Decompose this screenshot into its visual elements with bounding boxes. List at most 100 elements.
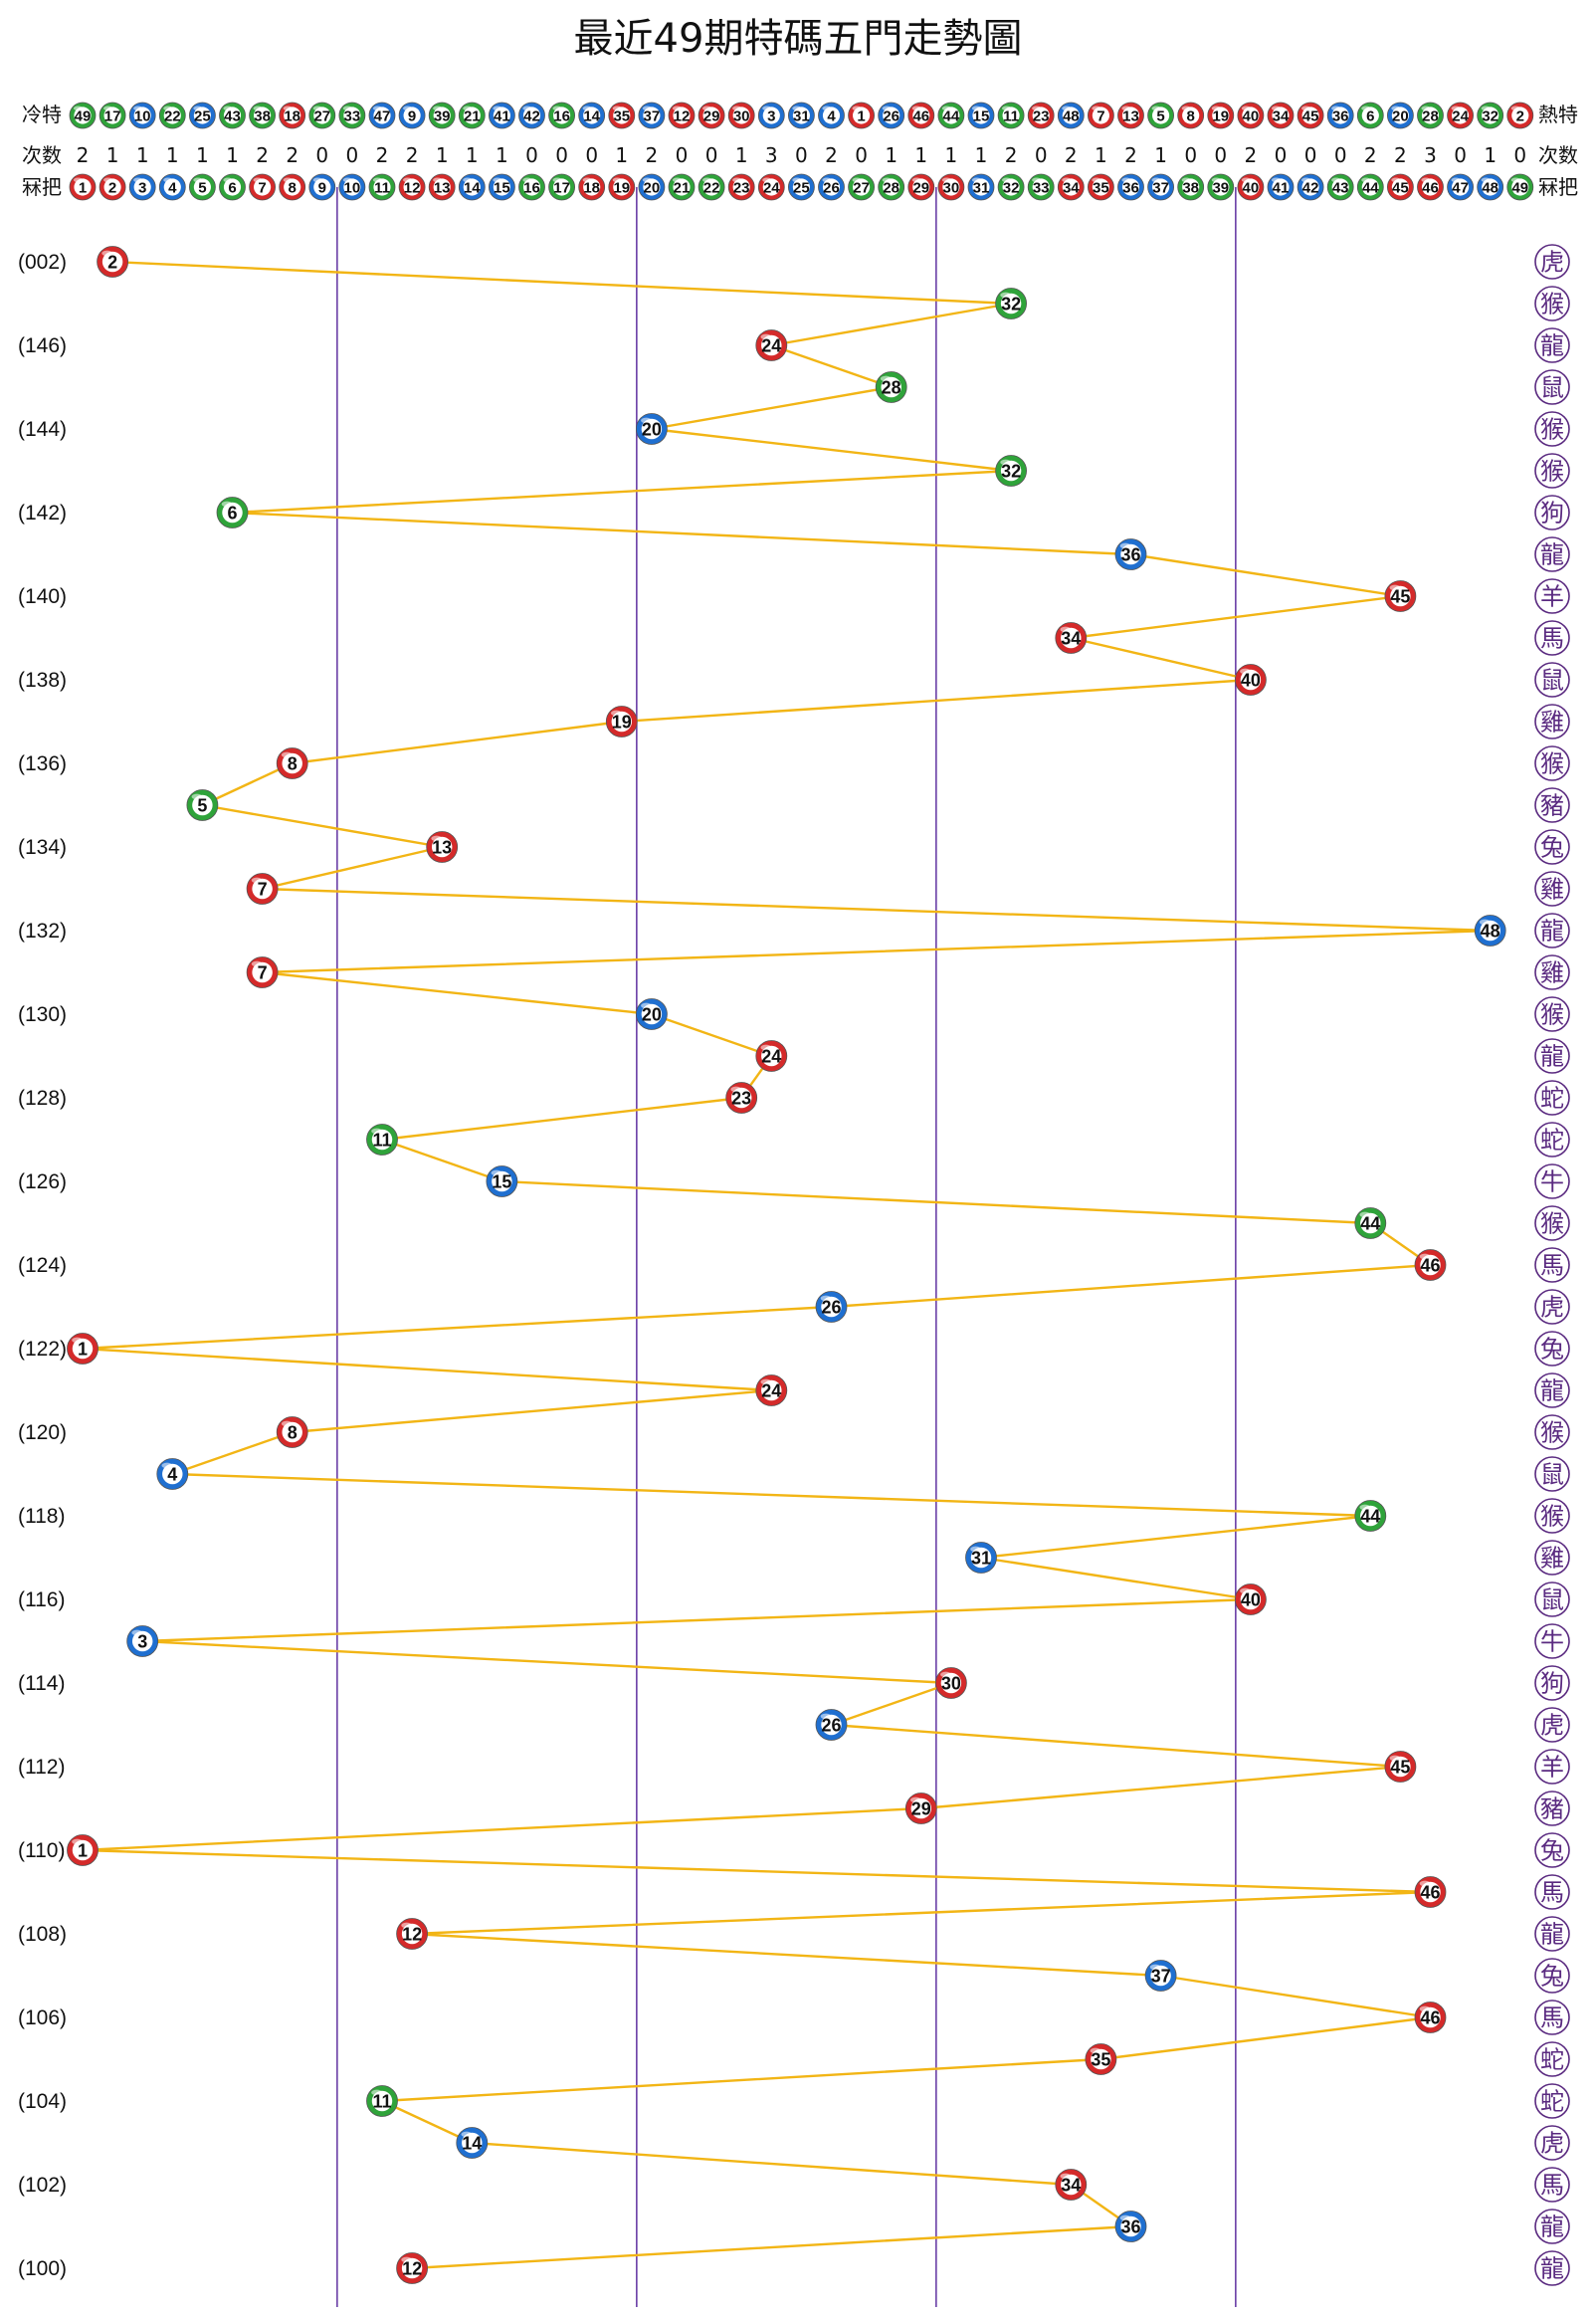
svg-text:35: 35 <box>1091 2049 1110 2069</box>
svg-text:20: 20 <box>642 419 662 439</box>
draw-point: 8 <box>276 747 308 779</box>
period-label: (108) <box>18 1923 67 1946</box>
zodiac-badge: 龍 <box>1534 327 1570 363</box>
zodiac-badge: 猴 <box>1534 1498 1570 1534</box>
svg-text:馬: 馬 <box>1540 1252 1564 1280</box>
svg-text:猴: 猴 <box>1540 1503 1564 1531</box>
svg-text:1: 1 <box>78 1339 88 1359</box>
svg-text:17: 17 <box>553 179 570 196</box>
svg-text:8: 8 <box>1187 107 1195 124</box>
zodiac-badge: 蛇 <box>1534 1122 1570 1158</box>
count-value: 1 <box>196 143 209 167</box>
svg-text:23: 23 <box>731 1088 751 1108</box>
count-value: 2 <box>825 143 838 167</box>
draw-point: 44 <box>1354 1207 1387 1239</box>
svg-text:22: 22 <box>164 107 181 124</box>
ranking-ball: 25 <box>188 102 216 129</box>
count-value: 0 <box>315 143 328 167</box>
ranking-ball: 1 <box>848 102 875 129</box>
period-label: (104) <box>18 2090 67 2113</box>
svg-text:47: 47 <box>374 107 391 124</box>
svg-text:4: 4 <box>168 179 177 196</box>
header-number-ball: 22 <box>698 173 725 201</box>
header-number-ball: 14 <box>458 173 486 201</box>
header-number-ball: 2 <box>99 173 126 201</box>
count-value: 1 <box>166 143 179 167</box>
svg-text:13: 13 <box>434 179 451 196</box>
header-number-ball: 39 <box>1207 173 1235 201</box>
svg-text:44: 44 <box>943 107 960 124</box>
ranking-ball: 40 <box>1237 102 1265 129</box>
zodiac-badge: 虎 <box>1534 1289 1570 1325</box>
svg-text:24: 24 <box>761 1380 781 1400</box>
zodiac-badge: 猴 <box>1534 286 1570 321</box>
count-value: 3 <box>765 143 778 167</box>
svg-text:猴: 猴 <box>1540 291 1564 318</box>
period-label: (126) <box>18 1170 67 1193</box>
zodiac-badge: 豬 <box>1534 787 1570 823</box>
period-label: (134) <box>18 836 67 859</box>
svg-text:2: 2 <box>107 252 117 272</box>
header-number-ball: 8 <box>279 173 306 201</box>
header-number-ball: 19 <box>608 173 636 201</box>
draw-point: 45 <box>1384 1751 1417 1783</box>
header-number-ball: 4 <box>158 173 186 201</box>
ranking-ball: 6 <box>1356 102 1384 129</box>
ranking-ball: 5 <box>1147 102 1174 129</box>
hot-label: 熱特 <box>1538 103 1578 126</box>
draw-point: 7 <box>246 873 279 905</box>
svg-text:11: 11 <box>372 1130 391 1150</box>
svg-text:34: 34 <box>1061 628 1081 648</box>
header-number-ball: 29 <box>907 173 935 201</box>
zodiac-badge: 龍 <box>1534 536 1570 572</box>
count-value: 0 <box>525 143 538 167</box>
header-number-ball: 35 <box>1088 173 1114 201</box>
zodiac-badge: 猴 <box>1534 1414 1570 1450</box>
header-number-ball: 45 <box>1387 173 1414 201</box>
header-number-ball: 5 <box>188 173 216 201</box>
ranking-ball: 20 <box>1387 102 1414 129</box>
svg-text:3: 3 <box>138 179 146 196</box>
svg-text:45: 45 <box>1392 179 1409 196</box>
svg-text:牛: 牛 <box>1540 1168 1564 1196</box>
draw-point: 36 <box>1114 538 1147 570</box>
svg-text:42: 42 <box>1302 179 1319 196</box>
ranking-ball: 43 <box>219 102 246 129</box>
svg-text:蛇: 蛇 <box>1540 2046 1564 2074</box>
svg-text:馬: 馬 <box>1540 2172 1564 2200</box>
svg-text:26: 26 <box>823 179 840 196</box>
ranking-ball: 16 <box>548 102 575 129</box>
ranking-ball: 4 <box>818 102 845 129</box>
svg-text:33: 33 <box>344 107 361 124</box>
draw-point: 44 <box>1354 1500 1387 1532</box>
ranking-ball: 19 <box>1207 102 1235 129</box>
svg-text:16: 16 <box>523 179 540 196</box>
count-value: 0 <box>1275 143 1288 167</box>
count-value: 0 <box>346 143 359 167</box>
svg-text:12: 12 <box>402 2258 422 2278</box>
count-value: 0 <box>1513 143 1526 167</box>
period-label: (110) <box>18 1839 65 1862</box>
svg-text:7: 7 <box>258 962 268 982</box>
count-label-right: 次数 <box>1538 143 1578 167</box>
draw-points: 2322428203263645344019851374872024231115… <box>67 246 1506 2284</box>
svg-text:36: 36 <box>1120 2216 1140 2236</box>
header-number-ball: 48 <box>1477 173 1504 201</box>
svg-text:48: 48 <box>1481 921 1500 941</box>
trend-line <box>81 260 1492 2270</box>
header-number-ball: 17 <box>548 173 575 201</box>
zodiac-badge: 龍 <box>1534 2250 1570 2286</box>
count-value: 1 <box>885 143 898 167</box>
zodiac-badge: 龍 <box>1534 1038 1570 1074</box>
svg-text:1: 1 <box>78 1840 88 1860</box>
count-value: 0 <box>1304 143 1317 167</box>
header-number-ball: 3 <box>128 173 156 201</box>
svg-text:39: 39 <box>1212 179 1229 196</box>
count-value: 1 <box>1154 143 1167 167</box>
count-value: 0 <box>555 143 568 167</box>
svg-text:44: 44 <box>1360 1213 1380 1233</box>
draw-point: 24 <box>755 329 788 361</box>
ranking-ball: 10 <box>128 102 156 129</box>
zodiac-badge: 鼠 <box>1534 1581 1570 1617</box>
svg-text:19: 19 <box>613 179 630 196</box>
